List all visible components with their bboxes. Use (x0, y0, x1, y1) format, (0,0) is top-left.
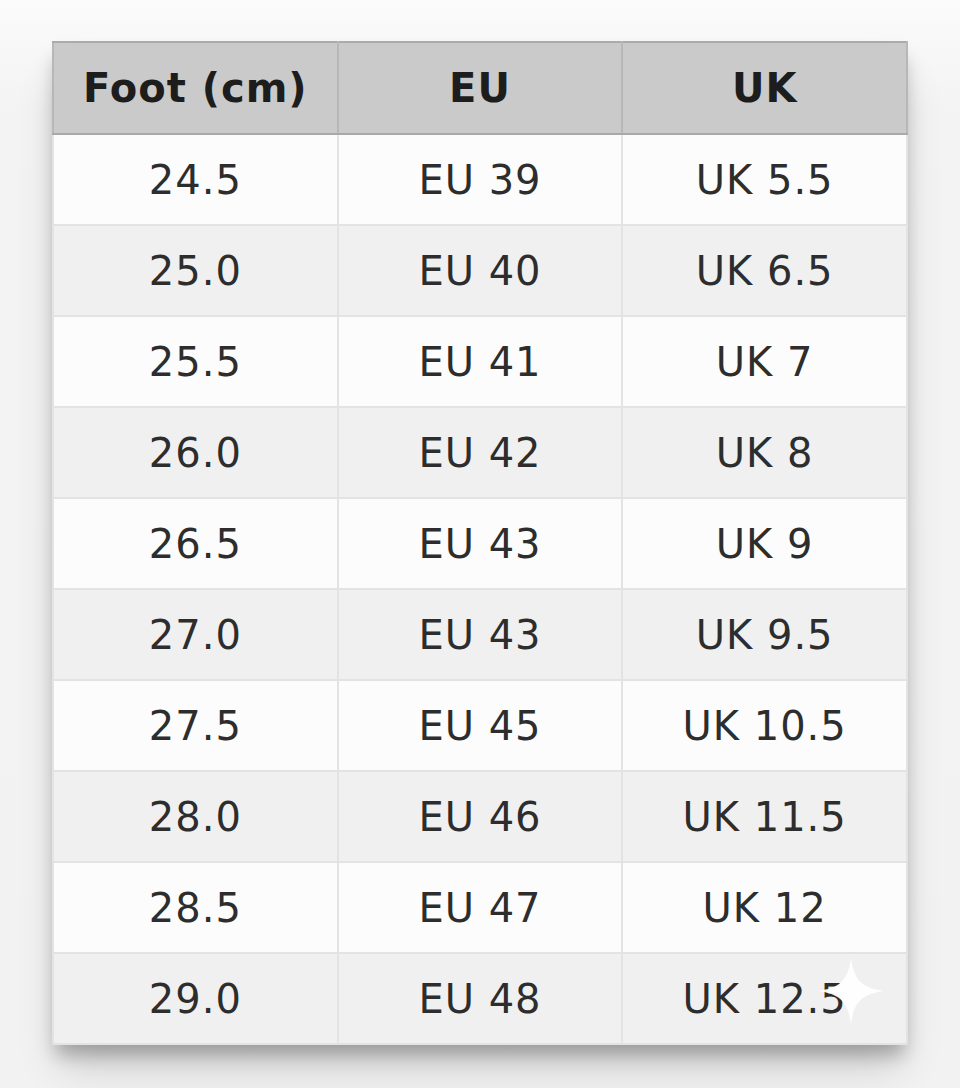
cell-foot-cm: 25.5 (53, 316, 338, 407)
cell-foot-cm: 26.0 (53, 407, 338, 498)
cell-foot-cm: 25.0 (53, 225, 338, 316)
table-row: 27.0 EU 43 UK 9.5 (53, 589, 907, 680)
cell-foot-cm: 27.5 (53, 680, 338, 771)
column-header-foot-cm: Foot (cm) (53, 42, 338, 134)
cell-uk: UK 12.5 (622, 953, 907, 1044)
table-row: 28.5 EU 47 UK 12 (53, 862, 907, 953)
table-header: Foot (cm) EU UK (53, 42, 907, 134)
cell-foot-cm: 24.5 (53, 134, 338, 225)
table-row: 27.5 EU 45 UK 10.5 (53, 680, 907, 771)
cell-uk: UK 11.5 (622, 771, 907, 862)
header-row: Foot (cm) EU UK (53, 42, 907, 134)
table-body: 24.5 EU 39 UK 5.5 25.0 EU 40 UK 6.5 25.5… (53, 134, 907, 1044)
cell-eu: EU 45 (338, 680, 623, 771)
size-table: Foot (cm) EU UK 24.5 EU 39 UK 5.5 25.0 E… (52, 41, 908, 1045)
cell-eu: EU 46 (338, 771, 623, 862)
table-row: 25.0 EU 40 UK 6.5 (53, 225, 907, 316)
cell-uk: UK 9 (622, 498, 907, 589)
cell-eu: EU 43 (338, 498, 623, 589)
column-header-uk: UK (622, 42, 907, 134)
cell-eu: EU 39 (338, 134, 623, 225)
cell-eu: EU 40 (338, 225, 623, 316)
table-row: 24.5 EU 39 UK 5.5 (53, 134, 907, 225)
table-row: 25.5 EU 41 UK 7 (53, 316, 907, 407)
cell-eu: EU 48 (338, 953, 623, 1044)
cell-foot-cm: 28.0 (53, 771, 338, 862)
cell-foot-cm: 29.0 (53, 953, 338, 1044)
cell-eu: EU 41 (338, 316, 623, 407)
cell-uk: UK 10.5 (622, 680, 907, 771)
table-row: 26.0 EU 42 UK 8 (53, 407, 907, 498)
table-row: 29.0 EU 48 UK 12.5 (53, 953, 907, 1044)
cell-eu: EU 42 (338, 407, 623, 498)
cell-uk: UK 5.5 (622, 134, 907, 225)
column-header-eu: EU (338, 42, 623, 134)
cell-uk: UK 7 (622, 316, 907, 407)
cell-foot-cm: 26.5 (53, 498, 338, 589)
cell-foot-cm: 27.0 (53, 589, 338, 680)
cell-uk: UK 6.5 (622, 225, 907, 316)
table-row: 26.5 EU 43 UK 9 (53, 498, 907, 589)
cell-eu: EU 47 (338, 862, 623, 953)
cell-uk: UK 8 (622, 407, 907, 498)
cell-eu: EU 43 (338, 589, 623, 680)
table-row: 28.0 EU 46 UK 11.5 (53, 771, 907, 862)
size-conversion-table: Foot (cm) EU UK 24.5 EU 39 UK 5.5 25.0 E… (52, 41, 908, 1045)
cell-foot-cm: 28.5 (53, 862, 338, 953)
cell-uk: UK 9.5 (622, 589, 907, 680)
cell-uk: UK 12 (622, 862, 907, 953)
